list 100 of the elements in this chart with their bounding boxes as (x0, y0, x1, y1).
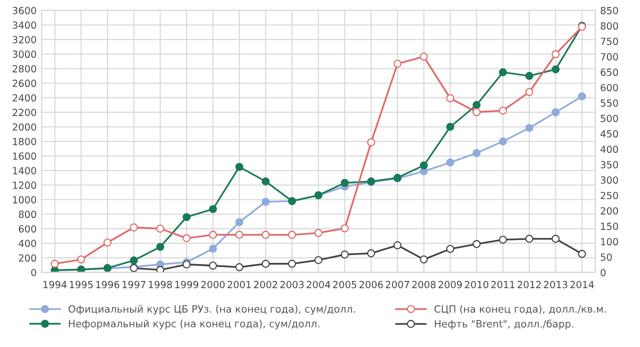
y2-tick-label: 850 (600, 6, 618, 14)
point (472, 101, 481, 110)
point (208, 230, 217, 239)
point (340, 178, 349, 187)
point (552, 65, 560, 74)
point (552, 234, 560, 243)
point (235, 218, 244, 226)
point (446, 94, 454, 102)
point (156, 266, 164, 272)
point (472, 108, 481, 116)
x-tick-label: 2000 (201, 280, 225, 288)
point (208, 205, 217, 214)
point (498, 137, 507, 146)
point (104, 238, 112, 246)
y-tick-label: 3000 (12, 50, 36, 58)
x-tick-label: 2014 (570, 280, 594, 288)
point (393, 241, 402, 250)
x-tick-label: 2007 (386, 280, 410, 288)
point (578, 92, 586, 100)
x-tick-label: 2002 (254, 280, 278, 288)
y-tick-label: 800 (18, 210, 36, 218)
point (367, 138, 376, 146)
x-tick-label: 1998 (148, 280, 172, 288)
legend-label: СЦП (на конец года), долл./кв.м. (434, 304, 606, 314)
y-tick-label: 2000 (12, 123, 36, 131)
x-tick-label: 1994 (43, 280, 67, 288)
y2-tick-label: 600 (600, 84, 618, 92)
point (235, 263, 244, 272)
point (552, 50, 560, 58)
point (525, 234, 534, 243)
y2-tick-label: 0 (600, 268, 606, 276)
point (340, 224, 349, 232)
point (446, 244, 454, 253)
y-tick-label: 2600 (12, 80, 36, 88)
x-tick-label: 2012 (518, 280, 541, 288)
point (182, 234, 191, 242)
x-tick-label: 2009 (438, 280, 462, 288)
y2-tick-label: 250 (600, 192, 618, 200)
x-tick-label: 2001 (228, 280, 251, 288)
point (472, 240, 481, 248)
point (182, 213, 191, 222)
x-tick-label: 1997 (122, 280, 146, 288)
point (525, 88, 534, 96)
point (578, 250, 586, 258)
point (288, 260, 296, 268)
y-tick-label: 600 (18, 225, 36, 233)
y2-tick-label: 150 (601, 222, 618, 230)
x-tick-label: 2008 (412, 280, 436, 288)
x-tick-label: 2011 (491, 280, 514, 288)
point (420, 161, 428, 170)
point (498, 68, 507, 76)
point (262, 177, 270, 186)
point (208, 244, 217, 253)
y-tick-label: 1200 (13, 182, 36, 189)
legend-label: Официальный курс ЦБ РУз. (на конец года), сум/долл. (68, 304, 355, 315)
y-tick-label: 1400 (13, 166, 36, 174)
point (446, 158, 454, 166)
point (130, 256, 138, 264)
point (314, 228, 322, 237)
point (235, 230, 244, 239)
point (525, 72, 534, 80)
point (472, 149, 481, 158)
point (130, 223, 138, 232)
legend-label: Неформальный курс (на конец года), сум/долл. (68, 320, 320, 330)
x-tick-label: 1996 (96, 280, 120, 288)
x-tick-label: 2013 (544, 280, 568, 288)
point (498, 106, 507, 115)
y2-tick-label: 300 (600, 176, 618, 184)
point (314, 256, 322, 264)
point (393, 60, 402, 68)
point (420, 52, 428, 61)
point (340, 250, 349, 259)
y-tick-label: 200 (18, 254, 36, 262)
x-tick-label: 2005 (333, 280, 356, 288)
point (367, 249, 376, 258)
y-tick-label: 0 (31, 268, 36, 276)
x-tick-label: 2004 (306, 280, 330, 288)
point (156, 224, 164, 233)
point (77, 255, 86, 264)
point (498, 236, 507, 244)
point (446, 122, 454, 131)
y-tick-label: 1800 (13, 138, 36, 146)
point (235, 162, 244, 171)
x-tick-label: 2006 (359, 280, 383, 288)
point (288, 230, 296, 239)
y-tick-label: 3600 (12, 6, 36, 14)
x-tick-label: 2010 (464, 280, 488, 288)
point (262, 230, 270, 239)
y2-tick-label: 650 (600, 68, 618, 76)
x-tick-label: 2003 (280, 280, 304, 288)
y-tick-label: 3200 (12, 36, 36, 44)
y2-tick-label: 700 (600, 53, 618, 60)
y-tick-label: 3400 (12, 21, 36, 29)
y-tick-label: 1600 (13, 152, 36, 160)
y-tick-label: 2400 (12, 94, 36, 102)
y2-tick-label: 400 (600, 146, 618, 153)
y2-tick-label: 450 (600, 130, 618, 138)
point (552, 108, 560, 116)
x-tick-label: 1999 (175, 280, 198, 288)
y-tick-label: 2200 (12, 108, 36, 116)
